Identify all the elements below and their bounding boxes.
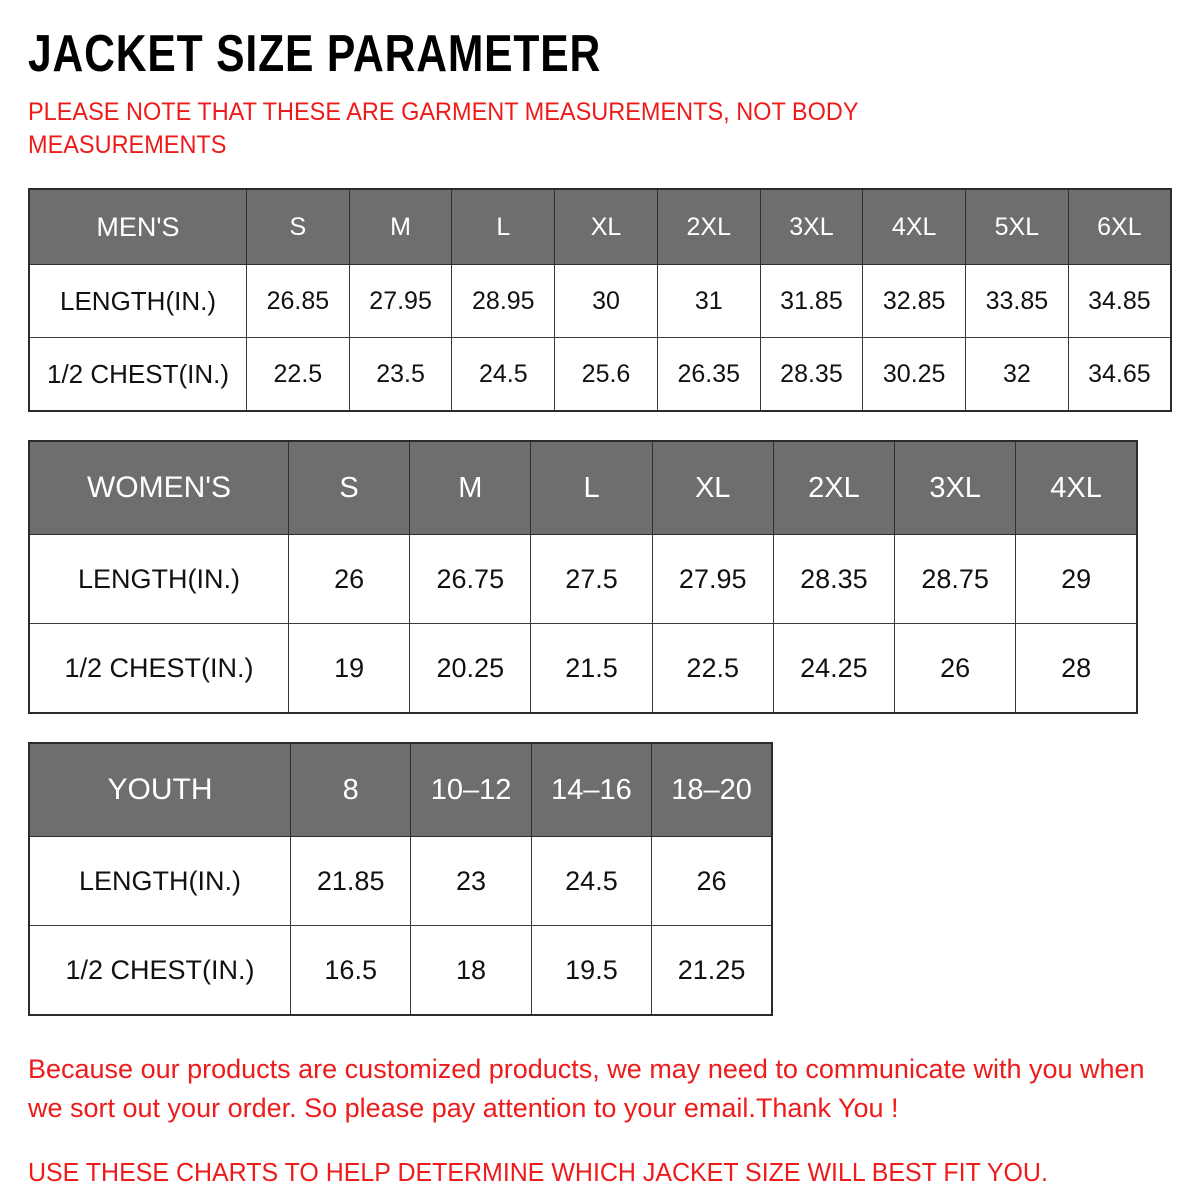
womens-cell-0-4: 28.35 [772, 534, 896, 624]
table-header-row: WOMEN'S S M L XL 2XL 3XL 4XL [28, 440, 1138, 535]
mens-cell-0-3: 30 [554, 264, 658, 338]
mens-size-header-2: L [451, 188, 556, 265]
womens-cell-0-3: 27.95 [651, 534, 774, 624]
youth-table-header: YOUTH 8 10–12 14–16 18–20 [28, 742, 773, 837]
womens-size-header-6: 4XL [1015, 440, 1138, 535]
mens-size-header-1: M [348, 188, 453, 265]
womens-table-header: WOMEN'S S M L XL 2XL 3XL 4XL [28, 440, 1138, 535]
mens-row-label-0: LENGTH(IN.) [28, 264, 247, 338]
womens-cell-1-1: 20.25 [409, 623, 532, 714]
mens-cell-1-4: 26.35 [656, 337, 761, 412]
table-header-row: MEN'S S M L XL 2XL 3XL 4XL 5XL 6XL [28, 188, 1172, 265]
youth-cell-1-2: 19.5 [530, 925, 653, 1016]
womens-size-header-1: M [409, 440, 532, 535]
mens-cell-0-5: 31.85 [759, 264, 864, 338]
mens-row-label-1: 1/2 CHEST(IN.) [28, 337, 247, 412]
mens-cell-1-8: 34.65 [1067, 337, 1172, 412]
womens-cell-1-6: 28 [1015, 623, 1138, 714]
womens-cell-0-2: 27.5 [530, 534, 653, 624]
womens-cell-0-5: 28.75 [894, 534, 1017, 624]
mens-table-title-cell: MEN'S [28, 188, 247, 265]
youth-size-header-0: 8 [289, 742, 412, 837]
youth-cell-0-2: 24.5 [530, 836, 653, 926]
table-row: 1/2 CHEST(IN.) 19 20.25 21.5 22.5 24.25 26 28 [28, 623, 1138, 714]
mens-cell-1-7: 32 [965, 337, 1069, 412]
mens-size-header-0: S [246, 188, 350, 265]
womens-cell-1-4: 24.25 [772, 623, 896, 714]
youth-row-label-1: 1/2 CHEST(IN.) [28, 925, 291, 1016]
mens-size-header-8: 6XL [1067, 188, 1172, 265]
womens-table-title-cell: WOMEN'S [28, 440, 289, 535]
womens-size-header-0: S [287, 440, 411, 535]
table-row: LENGTH(IN.) 26 26.75 27.5 27.95 28.35 28.75 29 [28, 534, 1138, 624]
youth-cell-1-0: 16.5 [289, 925, 412, 1016]
mens-size-header-4: 2XL [656, 188, 761, 265]
mens-table-body: LENGTH(IN.) 26.85 27.95 28.95 30 31 31.85 32.85… [28, 264, 1172, 412]
womens-cell-0-6: 29 [1015, 534, 1138, 624]
womens-cell-1-5: 26 [894, 623, 1017, 714]
youth-size-header-1: 10–12 [410, 742, 532, 837]
table-row: LENGTH(IN.) 26.85 27.95 28.95 30 31 31.85 32.85… [28, 264, 1172, 338]
mens-cell-1-1: 23.5 [348, 337, 453, 412]
footer-note-use-charts: USE THESE CHARTS TO HELP DETERMINE WHICH… [28, 1157, 1048, 1188]
womens-cell-0-1: 26.75 [409, 534, 532, 624]
youth-cell-0-0: 21.85 [289, 836, 412, 926]
mens-cell-1-3: 25.6 [554, 337, 658, 412]
mens-cell-0-4: 31 [656, 264, 761, 338]
youth-table-title-cell: YOUTH [28, 742, 291, 837]
table-row: LENGTH(IN.) 21.85 23 24.5 26 [28, 836, 773, 926]
mens-cell-0-1: 27.95 [348, 264, 453, 338]
womens-cell-1-2: 21.5 [530, 623, 653, 714]
mens-cell-0-2: 28.95 [451, 264, 556, 338]
mens-cell-1-0: 22.5 [246, 337, 350, 412]
womens-row-label-0: LENGTH(IN.) [28, 534, 289, 624]
womens-table-body: LENGTH(IN.) 26 26.75 27.5 27.95 28.35 28.75 29 1… [28, 534, 1138, 714]
mens-size-header-6: 4XL [862, 188, 967, 265]
page-title: JACKET SIZE PARAMETER [28, 25, 602, 83]
mens-size-header-5: 3XL [759, 188, 864, 265]
mens-size-table: MEN'S S M L XL 2XL 3XL 4XL 5XL 6XL LENGTH(IN.) 26.… [28, 188, 1172, 412]
table-row: 1/2 CHEST(IN.) 16.5 18 19.5 21.25 [28, 925, 773, 1016]
youth-table-body: LENGTH(IN.) 21.85 23 24.5 26 1/2 CHEST(IN.) 16… [28, 836, 773, 1016]
youth-row-label-0: LENGTH(IN.) [28, 836, 291, 926]
youth-size-header-3: 18–20 [651, 742, 773, 837]
womens-cell-1-3: 22.5 [651, 623, 774, 714]
womens-size-header-3: XL [651, 440, 774, 535]
womens-size-header-5: 3XL [894, 440, 1017, 535]
youth-cell-1-1: 18 [410, 925, 532, 1016]
mens-cell-1-5: 28.35 [759, 337, 864, 412]
mens-cell-0-6: 32.85 [862, 264, 967, 338]
womens-size-table: WOMEN'S S M L XL 2XL 3XL 4XL LENGTH(IN.) 26 26.75… [28, 440, 1138, 714]
mens-cell-1-6: 30.25 [862, 337, 967, 412]
table-header-row: YOUTH 8 10–12 14–16 18–20 [28, 742, 773, 837]
footer-note-customized: Because our products are customized prod… [28, 1054, 1145, 1124]
womens-cell-1-0: 19 [287, 623, 411, 714]
mens-size-header-3: XL [554, 188, 658, 265]
womens-size-header-2: L [530, 440, 653, 535]
mens-table-header: MEN'S S M L XL 2XL 3XL 4XL 5XL 6XL [28, 188, 1172, 265]
mens-cell-0-0: 26.85 [246, 264, 350, 338]
youth-size-table: YOUTH 8 10–12 14–16 18–20 LENGTH(IN.) 21.85 23… [28, 742, 773, 1016]
mens-cell-0-7: 33.85 [965, 264, 1069, 338]
mens-cell-0-8: 34.85 [1067, 264, 1172, 338]
womens-row-label-1: 1/2 CHEST(IN.) [28, 623, 289, 714]
table-row: 1/2 CHEST(IN.) 22.5 23.5 24.5 25.6 26.35 28.35… [28, 337, 1172, 412]
youth-cell-1-3: 21.25 [651, 925, 773, 1016]
mens-cell-1-2: 24.5 [451, 337, 556, 412]
garment-measurement-note: PLEASE NOTE THAT THESE ARE GARMENT MEASU… [28, 98, 859, 159]
youth-cell-0-1: 23 [410, 836, 532, 926]
womens-size-header-4: 2XL [772, 440, 896, 535]
womens-cell-0-0: 26 [287, 534, 411, 624]
mens-size-header-7: 5XL [965, 188, 1069, 265]
youth-cell-0-3: 26 [651, 836, 773, 926]
youth-size-header-2: 14–16 [530, 742, 653, 837]
